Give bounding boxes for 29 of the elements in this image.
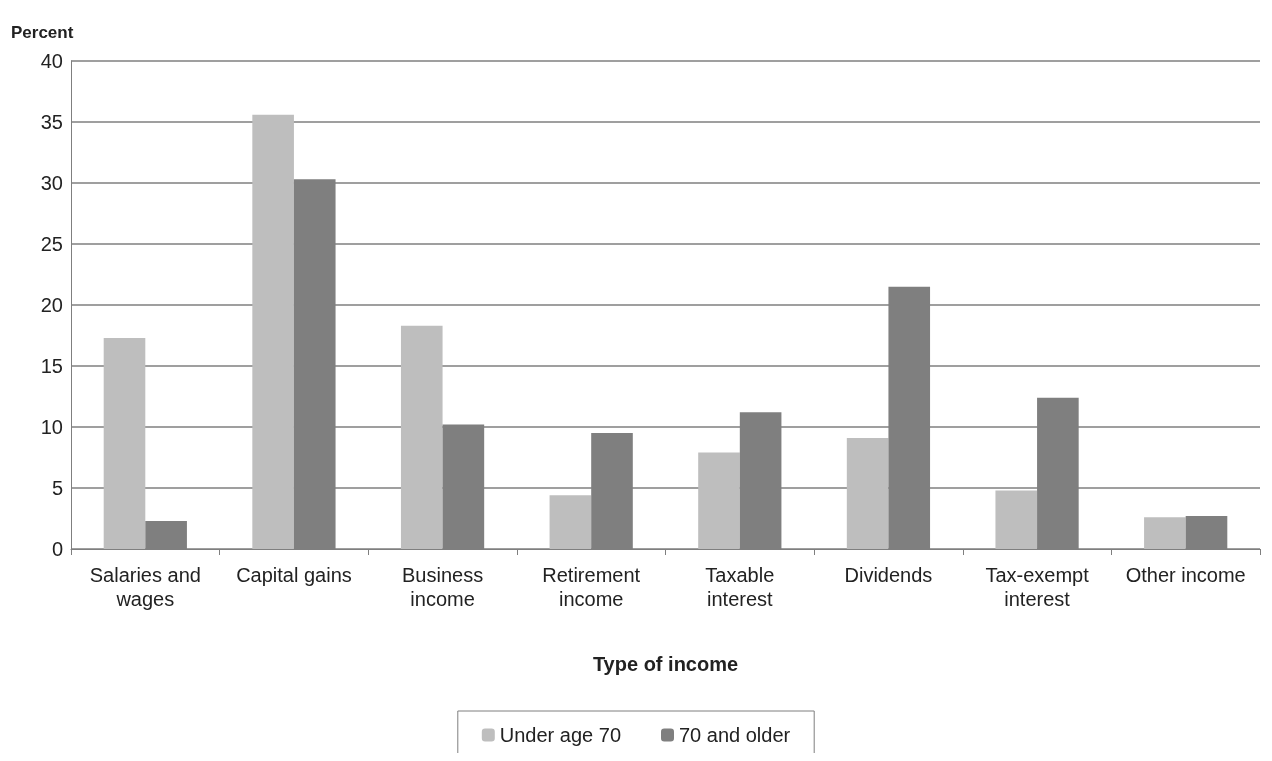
y-tick-label: 5 (51, 477, 63, 499)
y-axis-title: Percent (11, 23, 74, 42)
x-tick-label: Salaries and wages (89, 564, 201, 610)
bar (252, 114, 294, 549)
legend-label: Under age 70 (499, 724, 621, 746)
y-tick-label: 0 (51, 538, 63, 560)
x-tick-label: Business income (401, 564, 484, 610)
legend-label: 70 and older (679, 724, 791, 746)
x-tick-label: Tax-exempt interest (985, 564, 1090, 610)
bar (698, 452, 740, 549)
x-tick-label: Retirement income (542, 564, 641, 610)
bar (549, 495, 592, 549)
bar (103, 337, 146, 549)
x-tick-label: Dividends (844, 564, 933, 586)
bar (400, 325, 443, 549)
y-tick-label: 40 (40, 50, 63, 72)
x-tick-label: Taxable interest (705, 564, 775, 610)
x-axis-title: Type of income (592, 653, 739, 675)
y-tick-label: 35 (40, 111, 63, 133)
y-tick-label: 20 (40, 294, 63, 316)
y-tick-label: 10 (40, 416, 63, 438)
bar (995, 490, 1038, 549)
bar (846, 437, 889, 549)
bar (1144, 517, 1186, 549)
x-tick-label: Capital gains (236, 564, 352, 586)
y-tick-label: 15 (40, 355, 63, 377)
y-tick-label: 25 (40, 233, 63, 255)
x-tick-label: Other income (1125, 564, 1246, 586)
y-tick-label: 30 (40, 172, 63, 194)
